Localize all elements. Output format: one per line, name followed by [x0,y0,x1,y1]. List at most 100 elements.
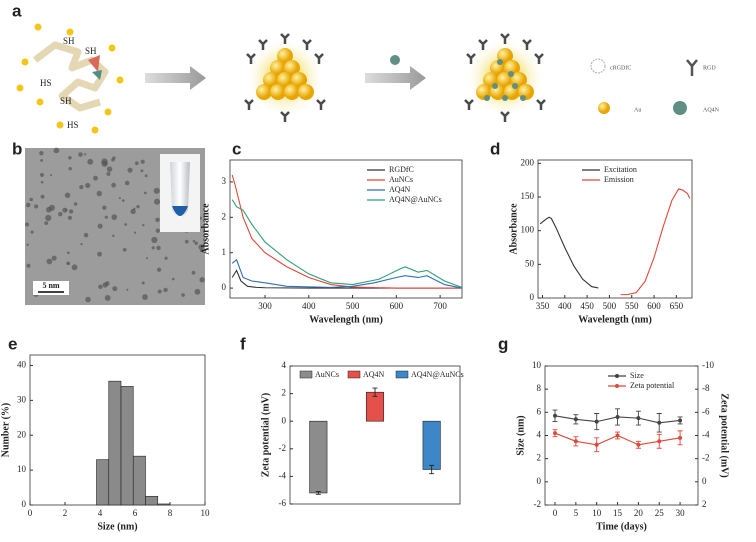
au-sphere [263,72,279,88]
key-icon [673,101,687,115]
particle [153,187,160,194]
particle [73,202,78,206]
x-tick-label: 0 [553,508,558,518]
rgd [246,53,256,64]
y2-tick-label: 2 [702,499,707,509]
particle [79,184,84,190]
x-tick-label: 450 [580,301,594,311]
particle [127,167,133,173]
marker [573,439,578,444]
particle [153,198,161,205]
particle [144,174,148,178]
x-tick-label: 650 [670,301,684,311]
x-tick-label: 500 [346,301,360,311]
particle [157,267,162,272]
y2-tick-label: -4 [702,430,710,440]
error-bar [372,387,378,397]
series-line [539,216,599,289]
aq4n [520,95,526,101]
particle [67,251,70,255]
rgd [244,99,254,110]
x-axis-label: Wavelength (nm) [309,314,383,325]
rgd [536,99,546,110]
particle [122,247,127,252]
x-tick-label: 500 [603,301,617,311]
particle [121,199,125,202]
y-tick-label: 100 [521,225,535,235]
thiol-label: SH [60,96,72,106]
y-tick-label: 0 [530,292,535,302]
particle [78,152,83,157]
particle [80,243,83,246]
y-tick-label: 20 [17,429,27,439]
aq4n [497,59,503,65]
panel-label: b [12,139,22,158]
x-tick-label: 15 [613,508,623,518]
particle [171,277,175,281]
y-tick-label: 10 [532,360,542,370]
particle [141,281,145,285]
particle [164,256,168,260]
key-icon [598,102,610,114]
particle [29,197,34,202]
series-line [231,258,463,289]
particle [83,232,89,238]
bar [309,420,328,494]
tem-image: 5 nm [25,147,205,305]
y-tick-label: 50 [525,258,535,268]
particle [112,286,118,292]
particle [194,288,201,295]
x-tick-label: 400 [302,301,316,311]
aq4n [512,83,518,89]
panel-label: d [490,139,500,158]
vial [170,162,190,218]
particle [25,222,30,227]
cluster [464,33,546,122]
y-tick-label: 2 [537,453,542,463]
y-tick-label: -2 [279,443,287,453]
thiol-label: SH [63,36,75,46]
particle [184,239,189,244]
marker [678,435,683,440]
particle [126,288,129,291]
particle [30,230,34,234]
particle [124,180,130,186]
y-axis-label: Size (nm) [515,415,526,455]
particles [25,147,205,303]
rgd [522,39,532,50]
series-line [231,269,462,289]
particle [85,296,91,303]
rgd [280,33,290,44]
x-tick-label: 5 [574,508,579,518]
bar [132,455,146,506]
y-axis-label: Absorbance [200,203,211,255]
x-tick-label: 300 [258,301,272,311]
aq4n [508,71,514,77]
panel-label: f [240,334,246,353]
marker [678,418,683,423]
y-tick-label: 0 [22,499,27,509]
x-axis-label: Time (days) [596,521,647,532]
x-tick-label: 0 [28,508,33,518]
peptide-end [92,70,102,80]
x-tick-label: 600 [390,301,404,311]
legend-swatch [347,370,361,379]
x-tick-label: 350 [536,301,550,311]
marker [615,433,620,438]
key-label: AQ4N [703,107,720,113]
plot-frame [229,159,463,299]
particle [71,264,78,271]
particle [198,244,205,251]
y-tick-label: 2 [222,211,227,221]
x-tick-label: 2 [63,508,68,518]
marker [553,413,558,418]
y-tick-label: 40 [17,360,27,370]
particle [134,161,139,166]
particle [48,204,55,211]
particle [106,171,111,177]
rgd [316,99,326,110]
particle [143,191,147,195]
key-icon [590,58,606,74]
particle [68,156,72,160]
